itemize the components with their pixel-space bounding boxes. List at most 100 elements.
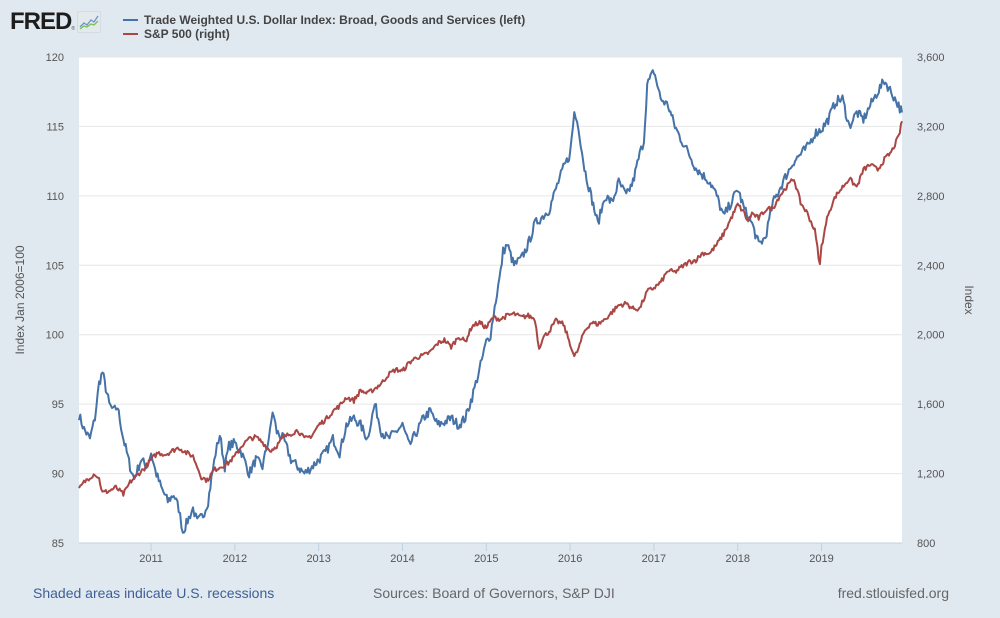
sp500-data-point — [220, 466, 222, 468]
legend-item-dollar-index[interactable]: Trade Weighted U.S. Dollar Index: Broad,… — [123, 13, 525, 27]
dollar-index-data-point — [89, 438, 91, 440]
sp500-data-point — [381, 382, 383, 384]
series-line-dollar-index[interactable] — [78, 69, 903, 534]
dollar-index-data-point — [101, 371, 103, 373]
sp500-data-point — [129, 481, 131, 483]
y-right-tick-label: 800 — [917, 538, 935, 550]
site-url[interactable]: fred.stlouisfed.org — [837, 585, 949, 601]
series-line-sp500[interactable] — [78, 120, 903, 497]
dollar-index-data-point — [339, 452, 341, 454]
sp500-data-point — [115, 486, 117, 488]
sp500-data-point — [458, 335, 460, 337]
dollar-index-data-point — [108, 403, 110, 405]
sp500-data-point — [819, 264, 821, 266]
dollar-index-data-point — [353, 417, 355, 419]
dollar-index-data-point — [402, 424, 404, 426]
dollar-index-data-point — [590, 195, 592, 197]
sp500-data-point — [597, 323, 599, 325]
dollar-index-data-point — [793, 160, 795, 162]
sp500-data-point — [387, 374, 389, 376]
y-left-tick-label: 115 — [46, 121, 64, 133]
sp500-data-point — [695, 259, 697, 261]
y-right-tick-label: 3,200 — [917, 121, 945, 133]
dollar-index-data-point — [408, 445, 410, 447]
plot-area[interactable] — [79, 57, 902, 543]
sp500-data-point — [402, 370, 404, 372]
dollar-index-data-point — [122, 438, 124, 440]
dollar-index-data-point — [597, 223, 599, 225]
sp500-data-point — [500, 318, 502, 320]
dollar-index-data-point — [848, 125, 850, 127]
dollar-index-data-point — [345, 424, 347, 426]
sp500-data-point — [416, 356, 418, 358]
sp500-data-point — [506, 315, 508, 317]
dollar-index-data-point — [618, 181, 620, 183]
y-left-tick-label: 110 — [46, 191, 64, 203]
dollar-index-data-point — [785, 174, 787, 176]
dollar-index-data-point — [800, 153, 802, 155]
dollar-index-data-point — [562, 167, 564, 169]
x-tick-label: 2017 — [642, 553, 666, 565]
dollar-index-data-point — [625, 195, 627, 197]
sp500-data-point — [604, 318, 606, 320]
dollar-index-data-point — [150, 452, 152, 454]
sp500-data-point — [234, 455, 236, 457]
dollar-index-data-point — [219, 434, 221, 436]
x-tick-label: 2012 — [223, 553, 247, 565]
legend-item-sp500[interactable]: S&P 500 (right) — [123, 27, 525, 41]
dollar-index-data-point — [764, 237, 766, 239]
sp500-data-point — [464, 341, 466, 343]
dollar-index-data-point — [758, 243, 760, 245]
sp500-data-point — [573, 356, 575, 358]
sp500-data-point — [646, 290, 648, 292]
sp500-data-point — [227, 462, 229, 464]
sp500-data-point — [290, 433, 292, 435]
dollar-index-data-point — [234, 442, 236, 444]
dollar-index-data-point — [500, 271, 502, 273]
sp500-data-point — [324, 419, 326, 421]
dollar-index-data-point — [862, 118, 864, 120]
sp500-data-point — [248, 438, 250, 440]
dollar-index-data-point — [303, 473, 305, 475]
y-left-tick-label: 100 — [46, 330, 64, 342]
fred-logo-text: FRED — [10, 8, 72, 35]
sp500-data-point — [339, 405, 341, 407]
sp500-data-point — [632, 308, 634, 310]
sp500-data-point — [422, 355, 424, 357]
y-axis-left: 85 90 95 100 105 110 115 120 — [46, 52, 64, 550]
dollar-index-data-point — [709, 181, 711, 183]
line-chart-icon — [77, 11, 102, 33]
recessions-note[interactable]: Shaded areas indicate U.S. recessions — [33, 585, 275, 601]
sp500-data-point — [479, 322, 481, 324]
dollar-index-data-point — [207, 500, 209, 502]
sp500-data-point — [150, 459, 152, 461]
sp500-data-point — [618, 304, 620, 306]
dollar-index-data-point — [751, 223, 753, 225]
dollar-index-data-point — [490, 334, 492, 336]
sp500-data-point — [269, 450, 271, 452]
sp500-data-point — [171, 450, 173, 452]
sp500-data-point — [758, 217, 760, 219]
dollar-index-data-point — [555, 188, 557, 190]
dollar-index-data-point — [898, 105, 900, 107]
sp500-data-point — [841, 186, 843, 188]
sp500-data-point — [443, 339, 445, 341]
dollar-index-data-point — [437, 424, 439, 426]
sp500-data-point — [94, 473, 96, 475]
dollar-index-data-point — [422, 417, 424, 419]
y-right-tick-label: 2,000 — [917, 330, 945, 342]
dollar-index-data-point — [814, 132, 816, 134]
sp500-data-point — [78, 488, 80, 490]
dollar-index-data-point — [241, 452, 243, 454]
sp500-data-point — [164, 453, 166, 455]
sp500-data-point — [688, 261, 690, 263]
sp500-data-point — [332, 410, 334, 412]
dollar-index-data-point — [534, 223, 536, 225]
dollar-index-data-point — [646, 84, 648, 86]
fred-logo[interactable]: FRED ® — [10, 8, 102, 36]
dollar-index-data-point — [869, 105, 871, 107]
sp500-data-point — [276, 445, 278, 447]
sp500-data-point — [583, 330, 585, 332]
sp500-data-point — [157, 452, 159, 454]
dollar-index-data-point — [569, 153, 571, 155]
